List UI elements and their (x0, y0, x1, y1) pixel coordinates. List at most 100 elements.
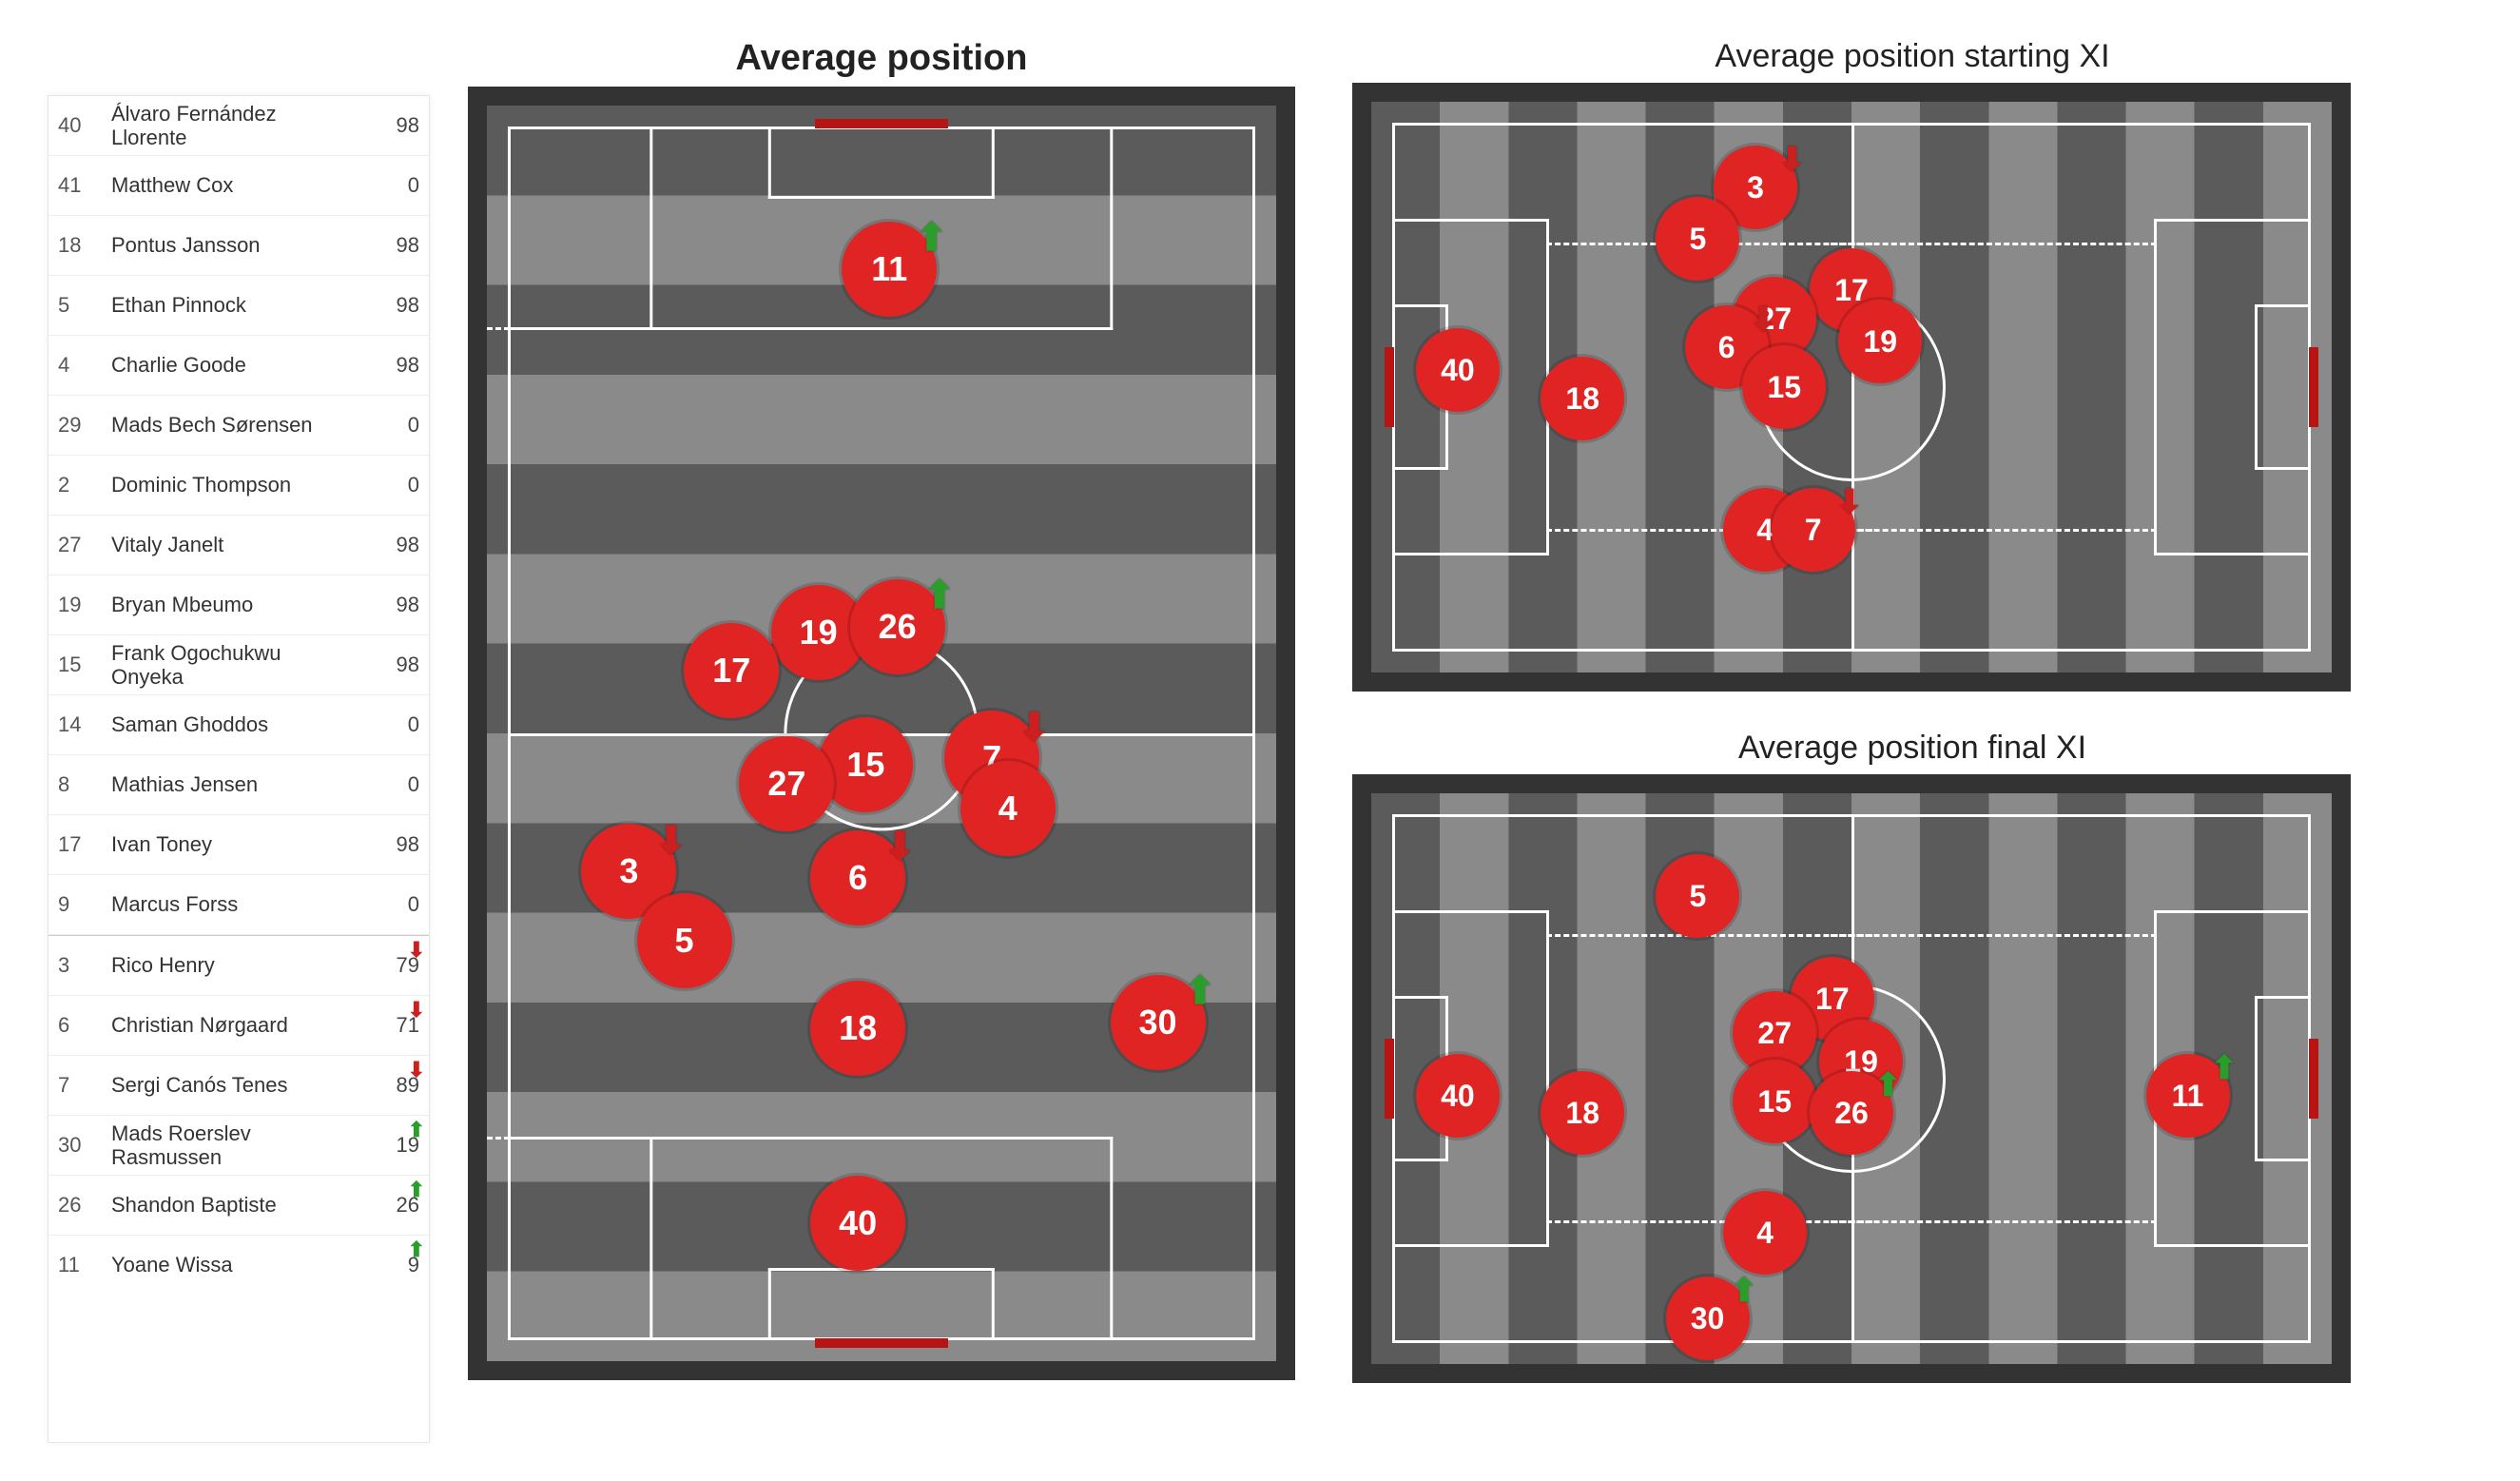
player-number: 27 (58, 533, 106, 557)
player-marker: 18 (1541, 357, 1624, 440)
player-number: 7 (58, 1073, 106, 1098)
sub-off-icon: ⬇ (408, 998, 425, 1023)
player-number: 17 (58, 832, 106, 857)
player-marker: 4 (960, 761, 1056, 856)
sub-off-icon: ⬇ (1836, 486, 1864, 518)
player-number: 18 (58, 233, 106, 258)
goal-right (2309, 347, 2318, 427)
player-number: 14 (58, 712, 106, 737)
sub-on-icon: ⬆ (1874, 1069, 1902, 1101)
player-name: Bryan Mbeumo (106, 589, 362, 620)
player-marker: 40 (810, 1176, 905, 1271)
player-minutes: 0 (362, 712, 419, 737)
dash-line (1546, 1220, 1872, 1223)
goal-left (1385, 347, 1394, 427)
start-pitch-panel: Average position starting XI 3⬇517276⬇19… (1352, 38, 2472, 692)
sub-on-icon: ⬆ (408, 1178, 425, 1202)
player-marker: 15 (818, 717, 913, 812)
player-minutes: 89⬇ (362, 1073, 419, 1098)
sub-off-icon: ⬇ (1750, 303, 1777, 336)
player-name: Mads Roerslev Rasmussen (106, 1118, 362, 1174)
player-marker: 5 (1656, 854, 1739, 938)
player-minutes: 19⬆ (362, 1133, 419, 1158)
player-minutes: 9⬆ (362, 1253, 419, 1277)
player-row: 17Ivan Toney98 (48, 815, 429, 875)
sub-on-icon: ⬆ (1184, 972, 1216, 1010)
player-number: 26 (58, 1193, 106, 1218)
player-number: 40 (58, 113, 106, 138)
dash-line (487, 1137, 655, 1140)
player-row: 7Sergi Canós Tenes89⬇ (48, 1056, 429, 1116)
six-yard-right (2255, 996, 2311, 1161)
player-minutes: 0 (362, 473, 419, 497)
player-name: Ivan Toney (106, 828, 362, 860)
dash-line (1831, 529, 2157, 532)
sub-off-icon: ⬇ (655, 822, 688, 860)
player-marker: 5 (1656, 197, 1739, 281)
player-row: 3Rico Henry79⬇ (48, 935, 429, 996)
dash-line (1831, 1220, 2157, 1223)
player-row: 26Shandon Baptiste26⬆ (48, 1176, 429, 1236)
side-column: Average position starting XI 3⬇517276⬇19… (1352, 38, 2472, 1443)
player-row: 18Pontus Jansson98 (48, 216, 429, 276)
player-name: Rico Henry (106, 949, 362, 981)
goal-right (2309, 1039, 2318, 1119)
player-name: Sergi Canós Tenes (106, 1069, 362, 1101)
page: 40Álvaro Fernández Llorente9841Matthew C… (0, 0, 2520, 1481)
player-name: Charlie Goode (106, 349, 362, 380)
player-row: 40Álvaro Fernández Llorente98 (48, 96, 429, 156)
player-minutes: 98 (362, 233, 419, 258)
player-row: 9Marcus Forss0 (48, 875, 429, 935)
player-name: Mads Bech Sørensen (106, 409, 362, 440)
player-row: 14Saman Ghoddos0 (48, 695, 429, 755)
dash-line (1831, 243, 2157, 245)
start-pitch-title: Average position starting XI (1352, 38, 2472, 75)
player-number: 9 (58, 892, 106, 917)
sub-on-icon: ⬆ (1731, 1275, 1758, 1307)
player-name: Matthew Cox (106, 169, 362, 201)
player-name: Marcus Forss (106, 888, 362, 920)
player-row: 4Charlie Goode98 (48, 336, 429, 396)
player-name: Vitaly Janelt (106, 529, 362, 560)
six-yard-right (2255, 304, 2311, 470)
player-name: Álvaro Fernández Llorente (106, 98, 362, 154)
sub-off-icon: ⬇ (408, 1058, 425, 1082)
sub-off-icon: ⬇ (1778, 144, 1806, 176)
goal-bottom (815, 1338, 948, 1348)
player-minutes: 98 (362, 653, 419, 677)
player-minutes: 0 (362, 772, 419, 797)
main-pitch-panel: Average position 11⬆1926⬆1715277⬇46⬇3⬇51… (468, 38, 1295, 1443)
player-marker: 40 (1416, 328, 1500, 412)
player-row: 15Frank Ogochukwu Onyeka98 (48, 635, 429, 695)
player-name: Mathias Jensen (106, 769, 362, 800)
player-number: 19 (58, 593, 106, 617)
player-row: 27Vitaly Janelt98 (48, 516, 429, 575)
sub-off-icon: ⬇ (1018, 709, 1051, 747)
sub-on-icon: ⬆ (923, 576, 956, 614)
main-pitch-title: Average position (468, 38, 1295, 79)
player-number: 2 (58, 473, 106, 497)
player-marker: 17 (684, 623, 779, 718)
player-number: 30 (58, 1133, 106, 1158)
player-row: 30Mads Roerslev Rasmussen19⬆ (48, 1116, 429, 1176)
main-pitch: 11⬆1926⬆1715277⬇46⬇3⬇51830⬆40 (468, 87, 1295, 1380)
sub-on-icon: ⬆ (408, 1237, 425, 1262)
player-minutes: 98 (362, 353, 419, 378)
dash-line (487, 327, 655, 330)
player-row: 2Dominic Thompson0 (48, 456, 429, 516)
player-minutes: 98 (362, 533, 419, 557)
player-number: 8 (58, 772, 106, 797)
player-marker: 19 (1838, 300, 1922, 383)
player-minutes: 0 (362, 173, 419, 198)
player-row: 5Ethan Pinnock98 (48, 276, 429, 336)
sub-off-icon: ⬇ (884, 828, 917, 866)
player-row: 6Christian Nørgaard71⬇ (48, 996, 429, 1056)
player-marker: 18 (1541, 1071, 1624, 1155)
final-pitch-panel: Average position final XI 51727191526⬆40… (1352, 730, 2472, 1383)
player-row: 11Yoane Wissa9⬆ (48, 1236, 429, 1295)
dash-line (1831, 934, 2157, 937)
player-marker: 18 (810, 981, 905, 1076)
player-minutes: 98 (362, 293, 419, 318)
six-yard-top (768, 127, 995, 199)
sub-on-icon: ⬆ (408, 1118, 425, 1142)
